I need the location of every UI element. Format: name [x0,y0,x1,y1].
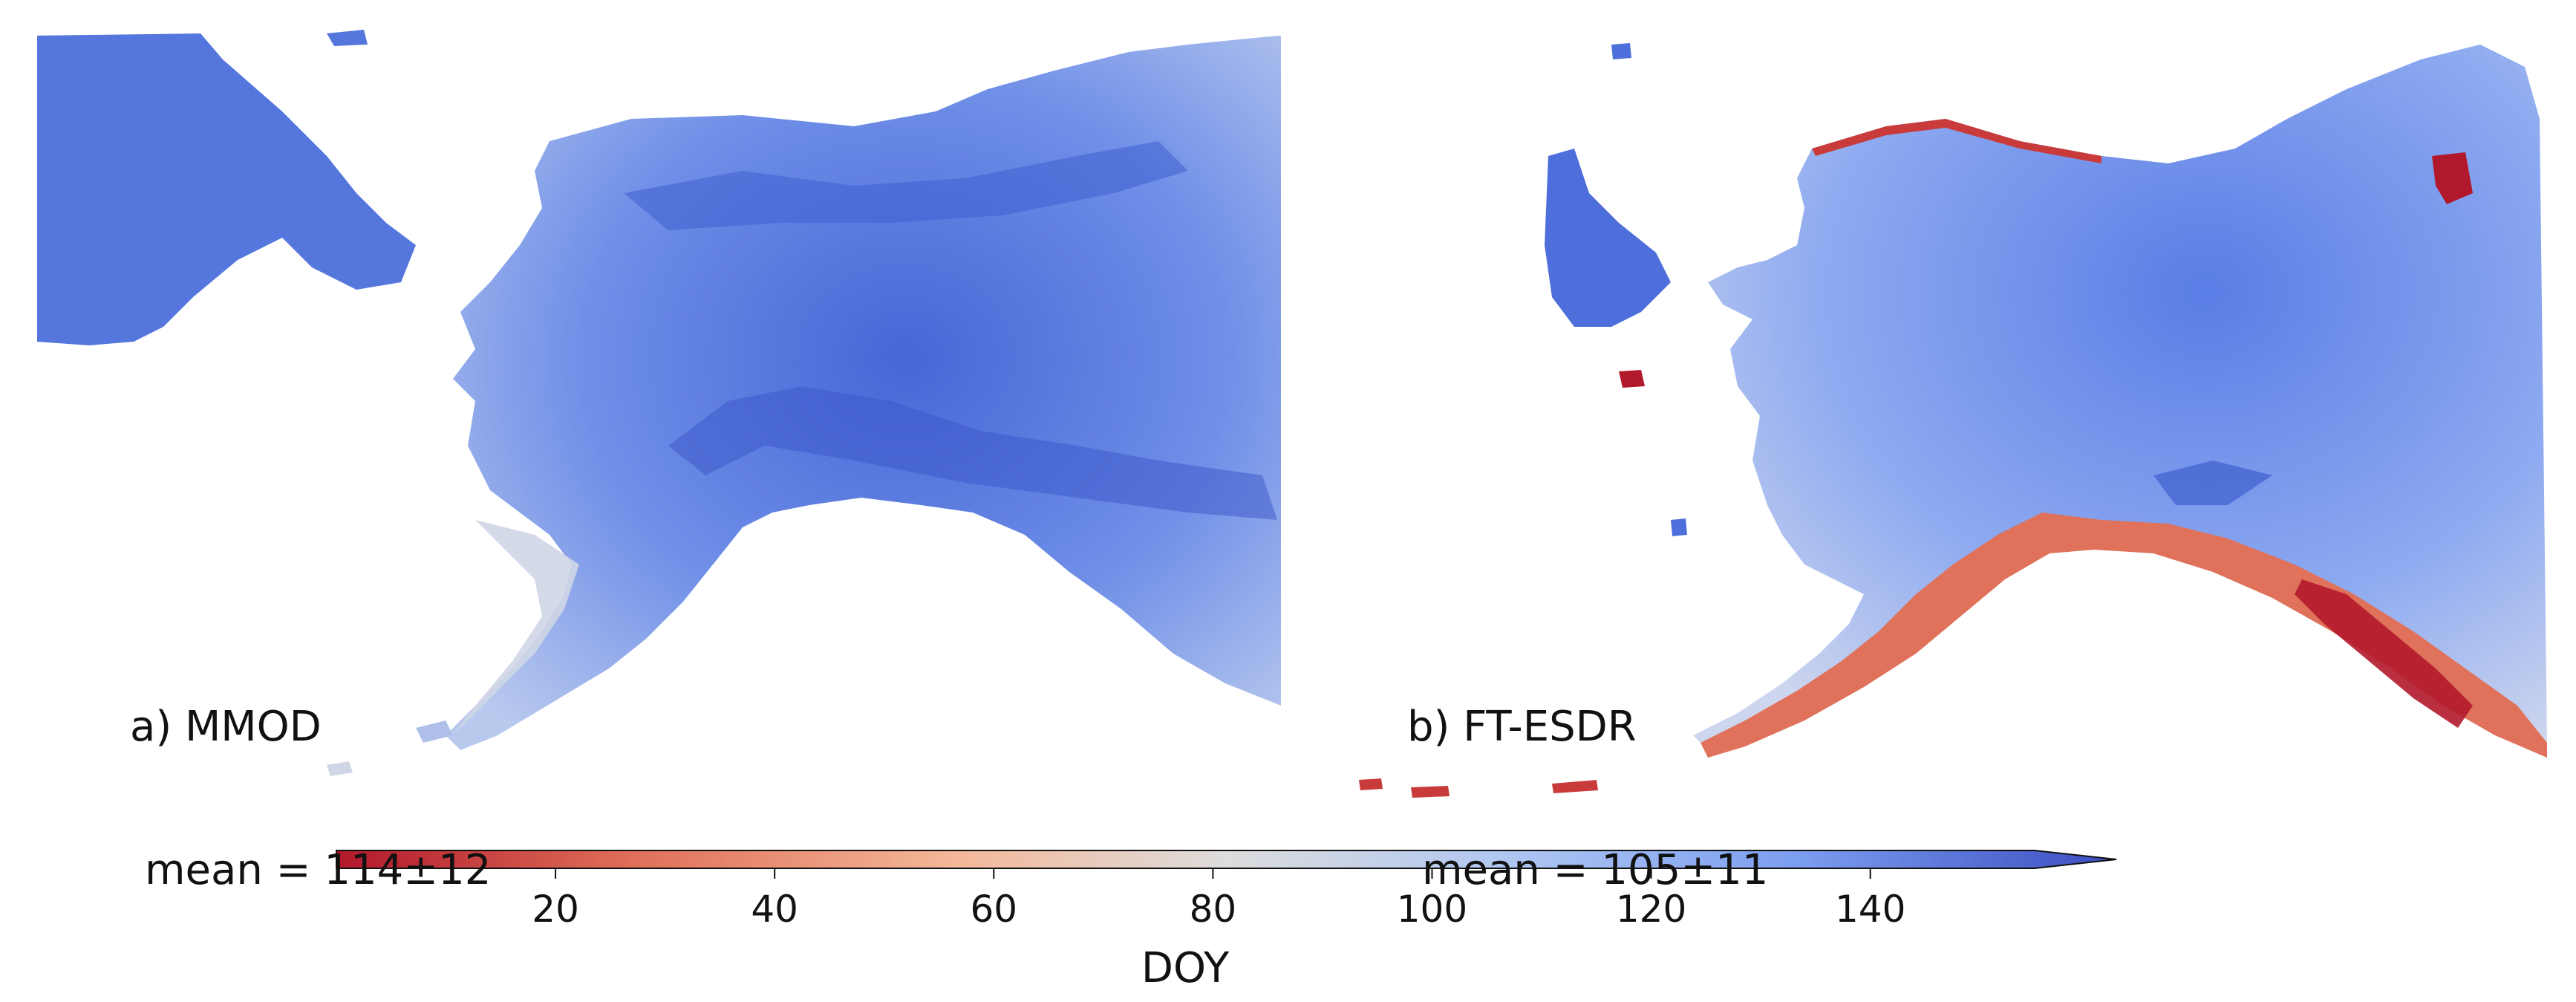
map-mmod-island [327,761,353,776]
panel-b-title: b) FT-ESDR [1407,702,1637,751]
map-ft-esdr-island [1359,778,1383,790]
map-ft-esdr-interior [2153,461,2272,505]
map-mmod [37,30,1281,776]
map-ft-esdr-island [1552,780,1598,793]
panel-a-label: a) MMOD mean = 114±12 [130,608,491,943]
map-ft-esdr-island [1611,43,1631,59]
colorbar-tick-label: 40 [751,888,798,931]
map-mmod-coast [453,520,579,735]
map-ft-esdr-island [1619,370,1645,388]
map-ft-esdr [1359,43,2547,798]
colorbar: 20 40 60 80 100 120 140 DOY [336,850,2117,992]
colorbar-tick-label: 120 [1616,888,1686,931]
map-ft-esdr-north-fringe [1812,119,2101,163]
panel-a-title: a) MMOD [130,702,322,751]
map-ft-esdr-panhandle [2295,579,2473,728]
colorbar-label: DOY [1141,944,1230,992]
panel-b-stat: mean = 105±11 [1422,845,1769,894]
panel-b-label: b) FT-ESDR mean = 105±11 [1407,608,1768,943]
colorbar-ticks: 20 40 60 80 100 120 140 [532,868,1905,931]
map-mmod-alaska-range [668,386,1277,520]
map-mmod-brooks-range [624,141,1188,230]
colorbar-tick-label: 100 [1397,888,1467,931]
map-ft-esdr-chukotka [1545,149,1671,327]
map-mmod-island [327,30,368,46]
map-ft-esdr-island [1671,518,1687,536]
colorbar-bar [336,850,2117,869]
map-ft-esdr-alaska [1693,45,2547,750]
map-ft-esdr-island [1411,786,1450,798]
colorbar-tick-label: 140 [1835,888,1905,931]
map-mmod-island [416,720,453,743]
colorbar-tick-label: 60 [970,888,1017,931]
colorbar-tick-label: 80 [1190,888,1237,931]
map-ft-esdr-ne-patch [2432,152,2473,204]
panel-a-stat: mean = 114±12 [145,845,492,894]
colorbar-tick-label: 20 [532,888,579,931]
map-mmod-siberia [37,33,416,345]
